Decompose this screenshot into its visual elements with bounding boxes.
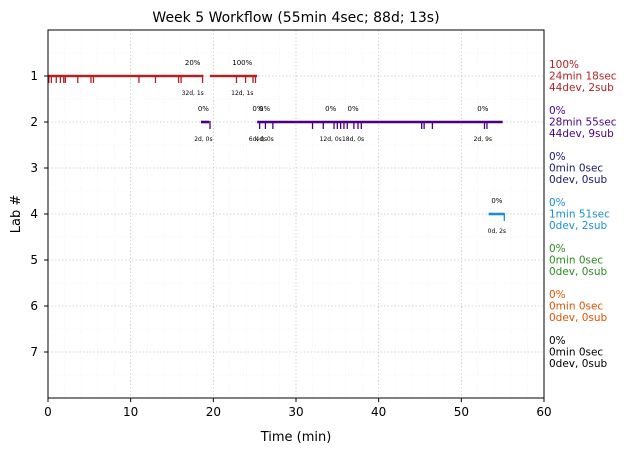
- axes: 0 10 20 30 40 50 60 1 2 3 4 5 6 7: [30, 69, 551, 419]
- lab-7-summary-line: 0%: [549, 335, 566, 347]
- grid-lines: [48, 30, 544, 398]
- x-tick-label: 10: [123, 405, 138, 419]
- chart-title: Week 5 Workflow (55min 4sec; 88d; 13s): [152, 10, 439, 26]
- x-tick-label: 30: [288, 405, 303, 419]
- lab-1-summary-line: 24min 18sec: [549, 71, 617, 83]
- lab-7-summary-line: 0min 0sec: [549, 347, 603, 359]
- x-tick-label: 20: [206, 405, 221, 419]
- lab-1-info-label: 32d, 1s: [182, 90, 204, 97]
- lab-6-summary-line: 0dev, 0sub: [549, 312, 608, 324]
- lab-2-pct-label: 0%: [347, 105, 358, 113]
- lab-2-info-label: 2d, 0s: [194, 136, 212, 143]
- y-tick-label: 2: [30, 115, 38, 129]
- lab-4-pct-label: 0%: [491, 197, 502, 205]
- x-tick-label: 60: [536, 405, 551, 419]
- lab-4-summary-line: 0%: [549, 197, 566, 209]
- lab-5-summary-line: 0%: [549, 243, 566, 255]
- lab-2-info-label: 2d, 9s: [474, 136, 492, 143]
- x-tick-label: 50: [454, 405, 469, 419]
- lab-6-summary-line: 0%: [549, 289, 566, 301]
- lab-1-pct-label: 20%: [185, 59, 201, 67]
- lab-2-info-label: 12d, 0s: [320, 136, 342, 143]
- y-tick-label: 6: [30, 299, 38, 313]
- lab-1-pct-label: 100%: [232, 59, 252, 67]
- y-tick-label: 3: [30, 161, 38, 175]
- lab-1-info-label: 12d, 1s: [231, 90, 253, 97]
- x-axis-label: Time (min): [260, 430, 332, 445]
- lab-2-pct-label: 0%: [325, 105, 336, 113]
- lab-2-pct-label: 0%: [252, 105, 263, 113]
- lab-3-summary-line: 0%: [549, 151, 566, 163]
- y-tick-label: 7: [30, 345, 38, 359]
- lab-2-pct-label: 0%: [477, 105, 488, 113]
- y-tick-label: 4: [30, 207, 38, 221]
- lab-2-pct-label: 0%: [198, 105, 209, 113]
- lab-2-summary-line: 44dev, 9sub: [549, 128, 614, 140]
- lab-5-summary-line: 0dev, 0sub: [549, 266, 608, 278]
- y-axis-label: Lab #: [9, 195, 24, 234]
- x-tick-label: 40: [371, 405, 386, 419]
- lab-6-summary-line: 0min 0sec: [549, 301, 603, 313]
- lab-2-summary-line: 28min 55sec: [549, 117, 617, 129]
- lab-1-summary-line: 100%: [549, 59, 579, 71]
- lab-2-info-label: 18d, 0s: [342, 136, 364, 143]
- lab-2-info-label: 6d, 0s: [249, 136, 267, 143]
- x-tick-label: 0: [44, 405, 52, 419]
- lab-4-info-label: 0d, 2s: [488, 228, 506, 235]
- lab-1-summary-line: 44dev, 2sub: [549, 82, 614, 94]
- lab-3-summary-line: 0dev, 0sub: [549, 174, 608, 186]
- lab-4-summary-line: 0dev, 2sub: [549, 220, 608, 232]
- lab-2-summary-line: 0%: [549, 105, 566, 117]
- data-marks: 20% 32d, 1s 100% 12d, 1s 0% 2d, 0s 0% 6d, 0s 0% 4…: [48, 59, 506, 235]
- lab-4-summary-line: 1min 51sec: [549, 209, 610, 221]
- y-tick-label: 5: [30, 253, 38, 267]
- y-tick-label: 1: [30, 69, 38, 83]
- lab-2-info-label: 4d, 0s: [255, 136, 273, 143]
- lab-3-summary-line: 0min 0sec: [549, 163, 603, 175]
- lab-7-summary-line: 0dev, 0sub: [549, 358, 608, 370]
- lab-5-summary-line: 0min 0sec: [549, 255, 603, 267]
- lab-2-pct-label: 0%: [259, 105, 270, 113]
